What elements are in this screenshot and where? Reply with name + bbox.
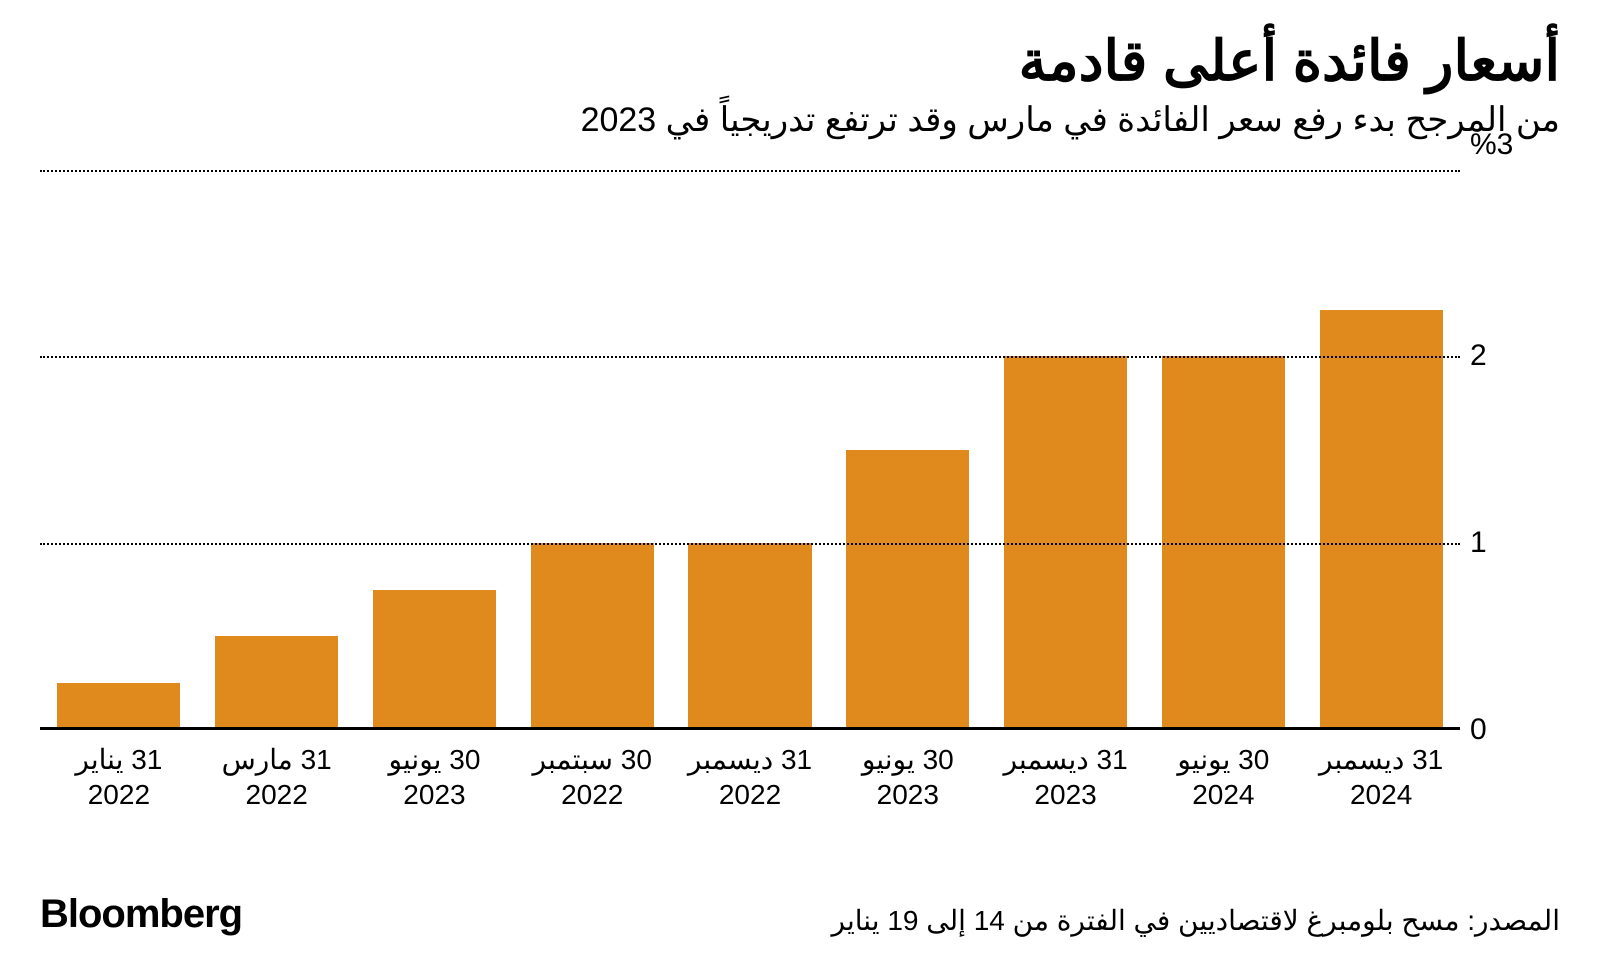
bar-slot [671, 170, 829, 730]
x-axis-label-line: 2022 [40, 777, 198, 812]
bar-slot [356, 170, 514, 730]
x-axis-label-line: 2024 [1302, 777, 1460, 812]
x-axis: 31 يناير202231 مارس202230 يونيو202330 سب… [40, 742, 1460, 812]
bar [373, 590, 496, 730]
bar-slot [987, 170, 1145, 730]
brand-logo: Bloomberg [40, 892, 242, 937]
y-axis-label: 0 [1470, 713, 1560, 747]
y-axis-label: 2 [1470, 339, 1560, 373]
x-axis-label: 31 يناير2022 [40, 742, 198, 812]
x-axis-label-line: 2023 [356, 777, 514, 812]
x-axis-label: 30 يونيو2023 [829, 742, 987, 812]
x-axis-label-line: 30 يونيو [1144, 742, 1302, 777]
x-axis-label: 31 ديسمبر2023 [987, 742, 1145, 812]
gridline [40, 543, 1460, 545]
x-axis-label-line: 30 يونيو [829, 742, 987, 777]
x-axis-label-line: 2023 [829, 777, 987, 812]
bar [215, 636, 338, 729]
bar [57, 683, 180, 730]
x-axis-label: 30 يونيو2024 [1144, 742, 1302, 812]
x-axis-label-line: 2024 [1144, 777, 1302, 812]
x-axis-label-line: 2023 [987, 777, 1145, 812]
chart-footer: المصدر: مسح بلومبرغ لاقتصاديين في الفترة… [40, 892, 1560, 937]
bars-group [40, 170, 1460, 730]
x-axis-label: 30 سبتمبر2022 [513, 742, 671, 812]
x-axis-label-line: 2022 [198, 777, 356, 812]
x-axis-label-line: 30 يونيو [356, 742, 514, 777]
y-axis-label: 1 [1470, 526, 1560, 560]
x-axis-label: 31 ديسمبر2022 [671, 742, 829, 812]
y-axis-top-label: %3 [1470, 128, 1560, 162]
chart-wrap: %3 012 31 يناير202231 مارس202230 يونيو20… [40, 170, 1560, 812]
chart-container: أسعار فائدة أعلى قادمة من المرجح بدء رفع… [0, 0, 1600, 967]
x-axis-label-line: 31 ديسمبر [987, 742, 1145, 777]
bar [688, 543, 811, 730]
x-axis-label-line: 31 ديسمبر [1302, 742, 1460, 777]
source-text: المصدر: مسح بلومبرغ لاقتصاديين في الفترة… [832, 904, 1560, 937]
bar [846, 450, 969, 730]
x-axis-label-line: 31 يناير [40, 742, 198, 777]
x-axis-label-line: 30 سبتمبر [513, 742, 671, 777]
x-axis-label-line: 2022 [671, 777, 829, 812]
bar [1320, 310, 1443, 730]
x-axis-label-line: 31 ديسمبر [671, 742, 829, 777]
bar-slot [198, 170, 356, 730]
x-axis-label-line: 31 مارس [198, 742, 356, 777]
x-axis-label: 31 ديسمبر2024 [1302, 742, 1460, 812]
plot-area: %3 012 [40, 170, 1460, 730]
bar-slot [829, 170, 987, 730]
baseline [40, 727, 1460, 730]
bar [531, 543, 654, 730]
bar-slot [1302, 170, 1460, 730]
x-axis-label-line: 2022 [513, 777, 671, 812]
gridline [40, 356, 1460, 358]
chart-title: أسعار فائدة أعلى قادمة [40, 30, 1560, 92]
chart-subtitle: من المرجح بدء رفع سعر الفائدة في مارس وق… [40, 100, 1560, 140]
bar-slot [40, 170, 198, 730]
x-axis-label: 31 مارس2022 [198, 742, 356, 812]
x-axis-label: 30 يونيو2023 [356, 742, 514, 812]
bar-slot [1144, 170, 1302, 730]
gridline [40, 170, 1460, 172]
bar-slot [513, 170, 671, 730]
